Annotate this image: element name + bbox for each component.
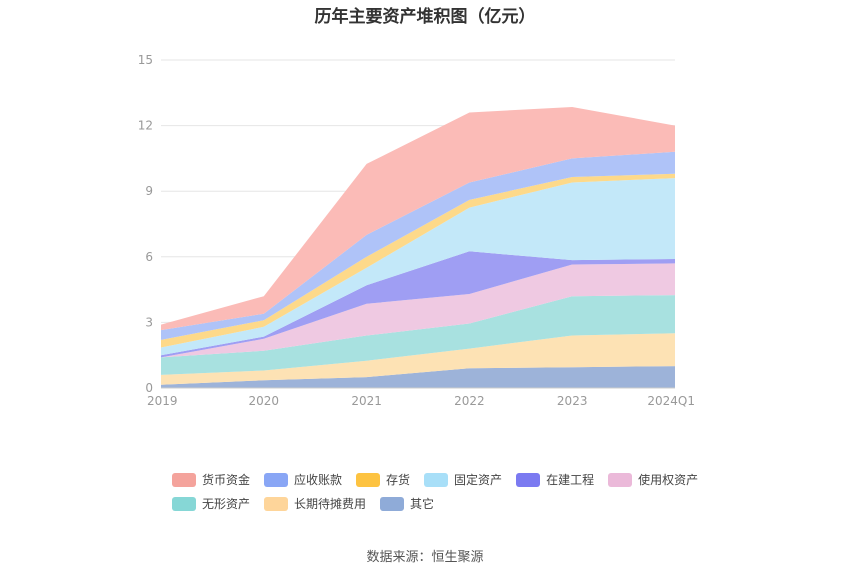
x-tick-label: 2024Q1 [647,394,695,408]
x-tick-label: 2022 [454,394,485,408]
x-tick-label: 2023 [557,394,588,408]
area-series [161,107,675,388]
y-tick-label: 0 [145,381,153,395]
legend-swatch [516,472,541,487]
legend: 货币资金 应收账款 存货 固定资产 在建工程 使用权资产无形资产 长期待摊费用 其它 [172,472,712,511]
legend-item[interactable]: 存货 [356,472,410,487]
axes: 0 3 6 9 12 15 2019 2020 2021 2022 2023 2024Q1 [138,53,695,408]
legend-label: 无形资产 [202,497,251,511]
legend-item[interactable]: 使用权资产 [608,472,698,487]
legend-swatch [424,472,449,487]
legend-item[interactable]: 其它 [380,496,434,511]
x-tick-label: 2021 [351,394,382,408]
legend-item[interactable]: 固定资产 [424,472,502,487]
area-series-9 [161,107,675,331]
chart-title: 历年主要资产堆积图（亿元） [314,7,536,27]
area-series-8 [161,151,675,340]
legend-label: 使用权资产 [638,473,699,487]
area-series-3 [161,295,675,375]
legend-item[interactable]: 货币资金 [172,472,250,487]
legend-label: 存货 [386,473,411,487]
area-series-6 [161,178,675,356]
area-series-4 [161,263,675,358]
legend-label: 固定资产 [454,473,503,487]
legend-label: 在建工程 [546,473,595,487]
y-tick-label: 6 [145,250,153,264]
legend-label: 应收账款 [294,473,343,487]
y-tick-label: 12 [138,119,153,133]
area-series-1 [161,366,675,388]
legend-item[interactable]: 无形资产 [172,496,250,511]
legend-item[interactable]: 长期待摊费用 [264,496,366,511]
area-series-7 [161,173,675,348]
legend-swatch [172,496,196,511]
y-tick-label: 3 [145,315,153,329]
area-series-2 [161,333,675,385]
source-note: 数据来源：恒生聚源 [366,550,484,565]
legend-swatch [172,472,196,487]
area-series-5 [161,251,675,358]
y-tick-label: 15 [138,53,153,67]
legend-swatch [380,496,405,511]
legend-swatch [608,472,633,487]
legend-item[interactable]: 在建工程 [516,472,594,487]
legend-label: 货币资金 [202,473,251,487]
legend-swatch [356,472,381,487]
x-tick-label: 2020 [249,394,280,408]
y-tick-label: 9 [145,184,153,198]
legend-item[interactable]: 应收账款 [264,472,342,487]
legend-label: 其它 [410,497,435,511]
legend-label: 长期待摊费用 [294,497,367,511]
legend-swatch [264,472,289,487]
x-tick-label: 2019 [147,394,178,408]
legend-swatch [264,496,289,511]
